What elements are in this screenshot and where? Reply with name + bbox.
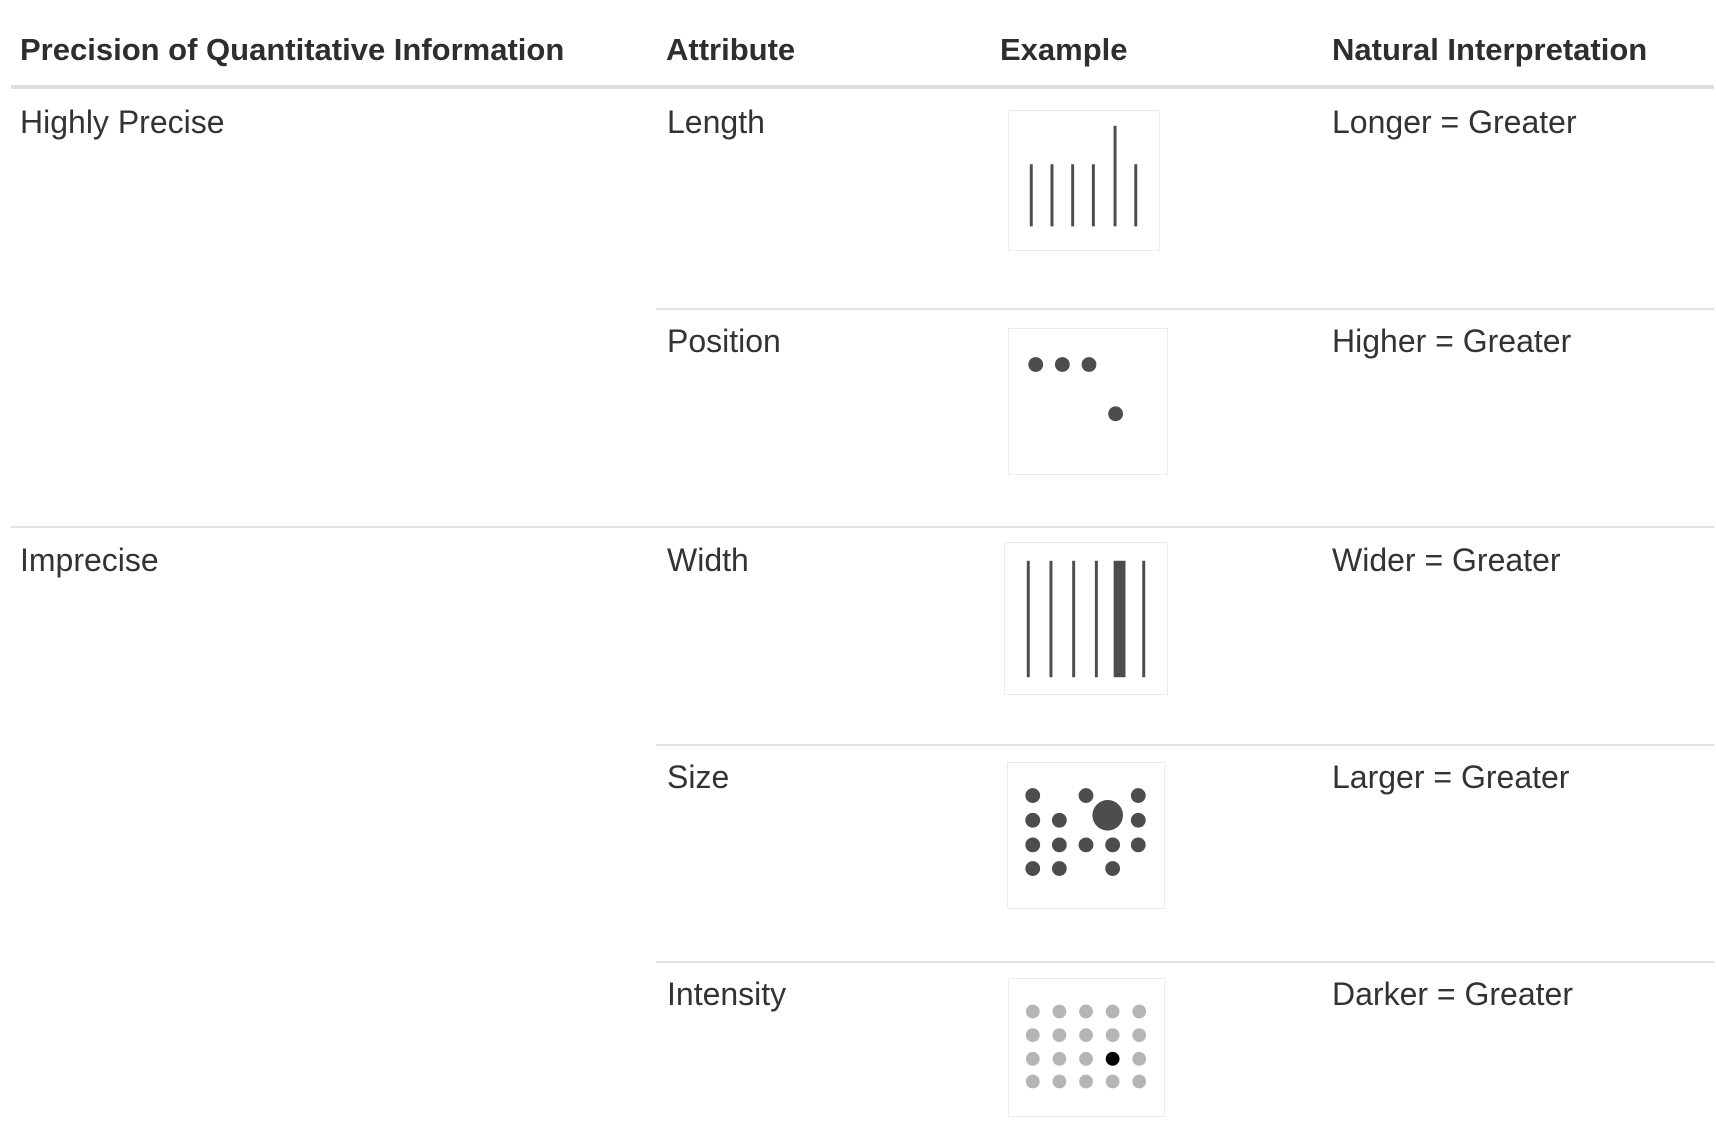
interpretation-position: Higher = Greater bbox=[1332, 323, 1572, 359]
attribute-width: Width bbox=[667, 542, 749, 578]
attribute-position: Position bbox=[667, 323, 781, 359]
group-label-imprecise: Imprecise bbox=[20, 542, 159, 578]
group-divider bbox=[11, 526, 1714, 528]
header-example: Example bbox=[1000, 32, 1128, 67]
interpretation-width: Wider = Greater bbox=[1332, 542, 1561, 578]
row-divider bbox=[656, 308, 1714, 310]
header-precision: Precision of Quantitative Information bbox=[20, 32, 565, 67]
width-example-icon bbox=[1004, 542, 1168, 695]
attribute-length: Length bbox=[667, 104, 765, 140]
size-example-icon bbox=[1007, 762, 1165, 909]
header-attribute: Attribute bbox=[666, 32, 796, 67]
position-example-graphic bbox=[1028, 357, 1124, 422]
intensity-example-graphic bbox=[1025, 1004, 1147, 1089]
width-example-graphic bbox=[1026, 560, 1146, 678]
header-interpretation: Natural Interpretation bbox=[1332, 32, 1648, 67]
interpretation-intensity: Darker = Greater bbox=[1332, 976, 1573, 1012]
size-example-graphic bbox=[1025, 788, 1146, 876]
attribute-intensity: Intensity bbox=[667, 976, 787, 1012]
header-divider bbox=[11, 85, 1714, 89]
attribute-size: Size bbox=[667, 759, 730, 795]
row-divider bbox=[656, 744, 1714, 746]
length-example-icon bbox=[1008, 110, 1160, 251]
group-label-highly-precise: Highly Precise bbox=[20, 104, 225, 140]
intensity-example-icon bbox=[1008, 978, 1165, 1117]
row-divider bbox=[656, 961, 1714, 963]
interpretation-length: Longer = Greater bbox=[1332, 104, 1577, 140]
interpretation-size: Larger = Greater bbox=[1332, 759, 1570, 795]
position-example-icon bbox=[1008, 328, 1168, 475]
length-example-graphic bbox=[1029, 125, 1138, 227]
